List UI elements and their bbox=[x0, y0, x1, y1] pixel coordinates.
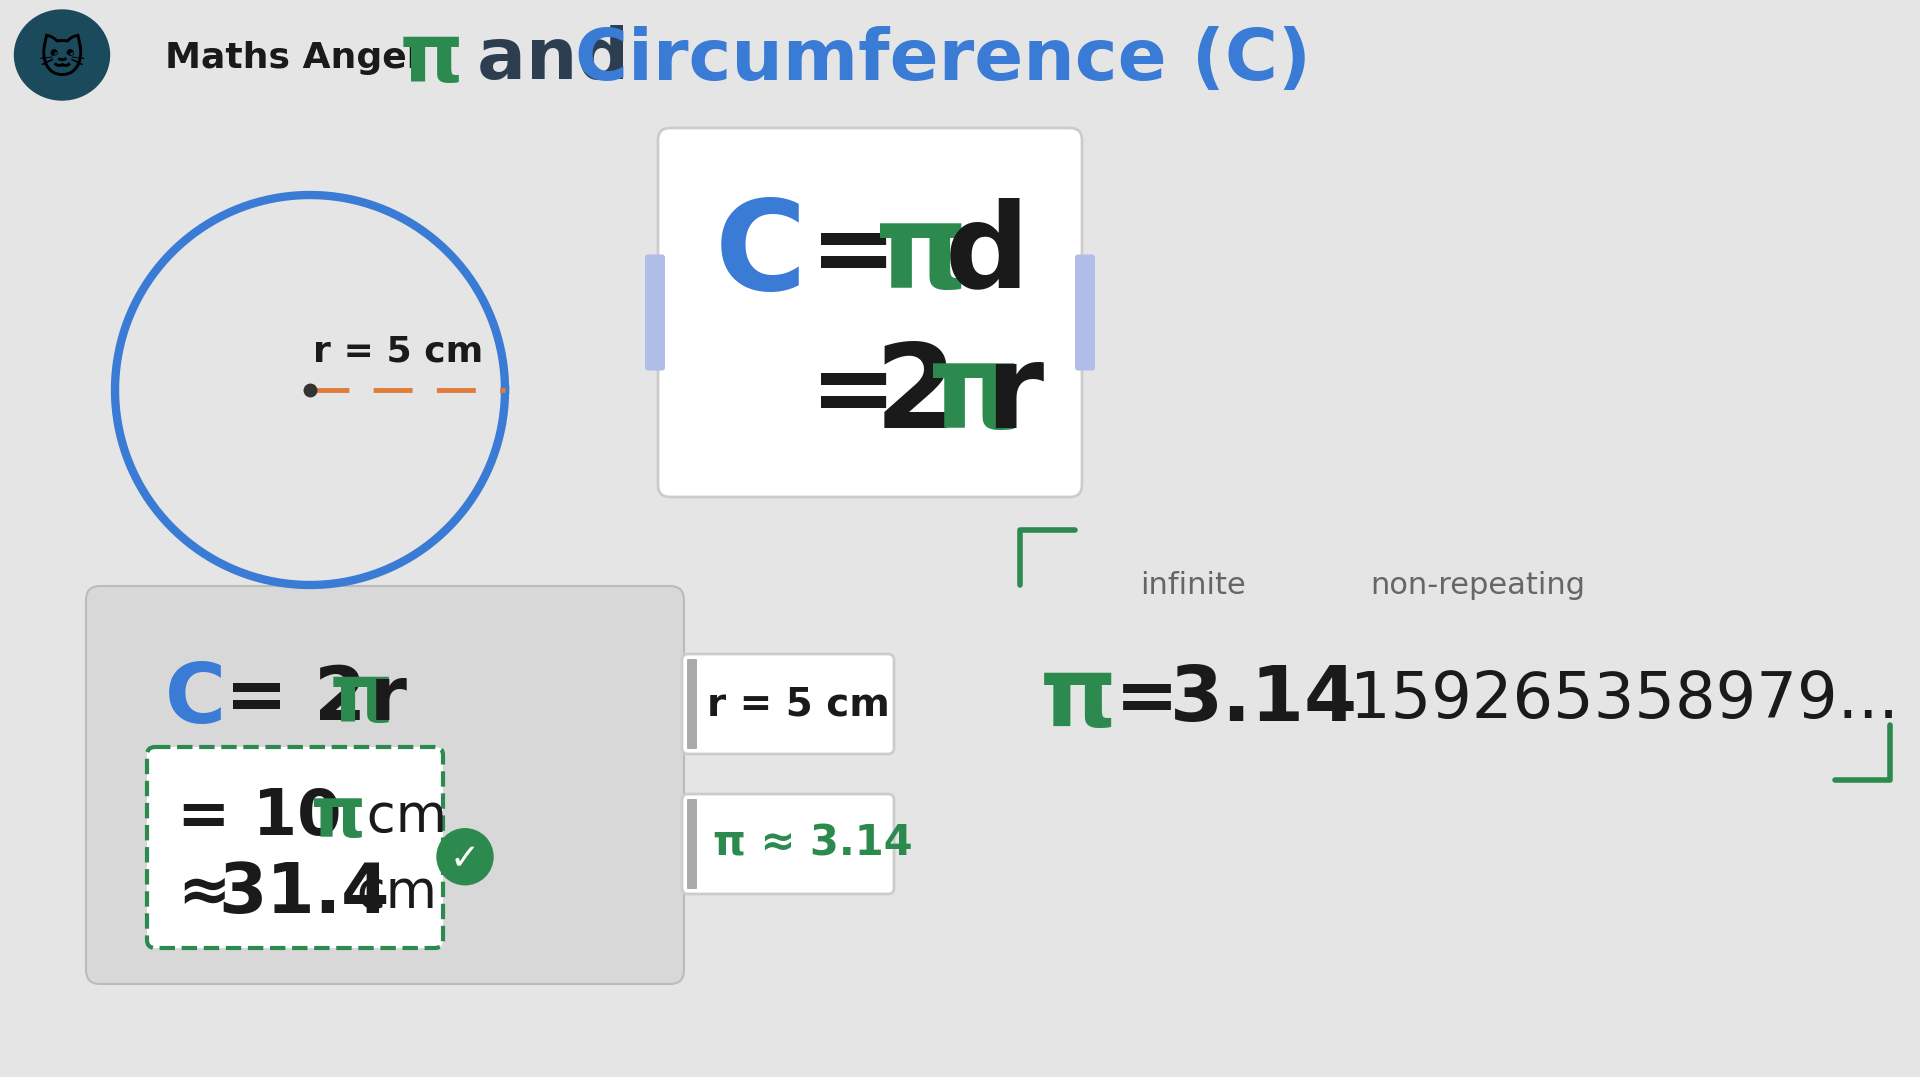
Text: and: and bbox=[451, 26, 655, 95]
Text: π: π bbox=[876, 197, 968, 312]
Text: 3.14: 3.14 bbox=[1169, 663, 1357, 737]
FancyBboxPatch shape bbox=[1075, 254, 1094, 370]
Text: π: π bbox=[330, 661, 394, 739]
FancyBboxPatch shape bbox=[682, 654, 895, 754]
Text: r = 5 cm: r = 5 cm bbox=[313, 335, 482, 369]
FancyBboxPatch shape bbox=[645, 254, 664, 370]
FancyBboxPatch shape bbox=[687, 659, 697, 749]
Text: Maths Angel: Maths Angel bbox=[165, 41, 419, 75]
Circle shape bbox=[438, 828, 493, 884]
Text: infinite: infinite bbox=[1140, 571, 1246, 600]
Text: C: C bbox=[165, 659, 227, 741]
Text: r: r bbox=[985, 337, 1043, 452]
Text: 159265358979...: 159265358979... bbox=[1350, 669, 1899, 731]
Text: =: = bbox=[1116, 663, 1179, 737]
Text: = 10: = 10 bbox=[177, 786, 342, 848]
FancyBboxPatch shape bbox=[682, 794, 895, 894]
Text: =: = bbox=[810, 345, 897, 446]
Text: ✓: ✓ bbox=[449, 842, 480, 876]
Text: =: = bbox=[810, 205, 897, 306]
FancyBboxPatch shape bbox=[148, 747, 444, 948]
Text: d: d bbox=[945, 197, 1029, 312]
Text: cm: cm bbox=[349, 791, 447, 843]
Text: cm: cm bbox=[340, 867, 438, 919]
Text: π: π bbox=[309, 783, 365, 851]
Text: π: π bbox=[927, 337, 1021, 452]
Text: Circumference (C): Circumference (C) bbox=[574, 26, 1311, 95]
Text: 31.4: 31.4 bbox=[219, 859, 390, 926]
Text: r = 5 cm: r = 5 cm bbox=[707, 685, 889, 723]
Text: ≈: ≈ bbox=[177, 862, 230, 924]
Text: non-repeating: non-repeating bbox=[1371, 571, 1586, 600]
Text: 2: 2 bbox=[876, 337, 958, 452]
Text: π: π bbox=[1041, 654, 1117, 746]
FancyBboxPatch shape bbox=[86, 586, 684, 984]
Text: = 2: = 2 bbox=[225, 663, 367, 737]
Ellipse shape bbox=[15, 10, 109, 100]
Text: r: r bbox=[371, 663, 407, 737]
Text: π: π bbox=[399, 20, 463, 99]
Text: π ≈ 3.14: π ≈ 3.14 bbox=[712, 823, 912, 865]
Text: 🐱: 🐱 bbox=[38, 39, 84, 82]
FancyBboxPatch shape bbox=[659, 128, 1083, 496]
Text: C: C bbox=[714, 195, 806, 316]
FancyBboxPatch shape bbox=[687, 799, 697, 889]
